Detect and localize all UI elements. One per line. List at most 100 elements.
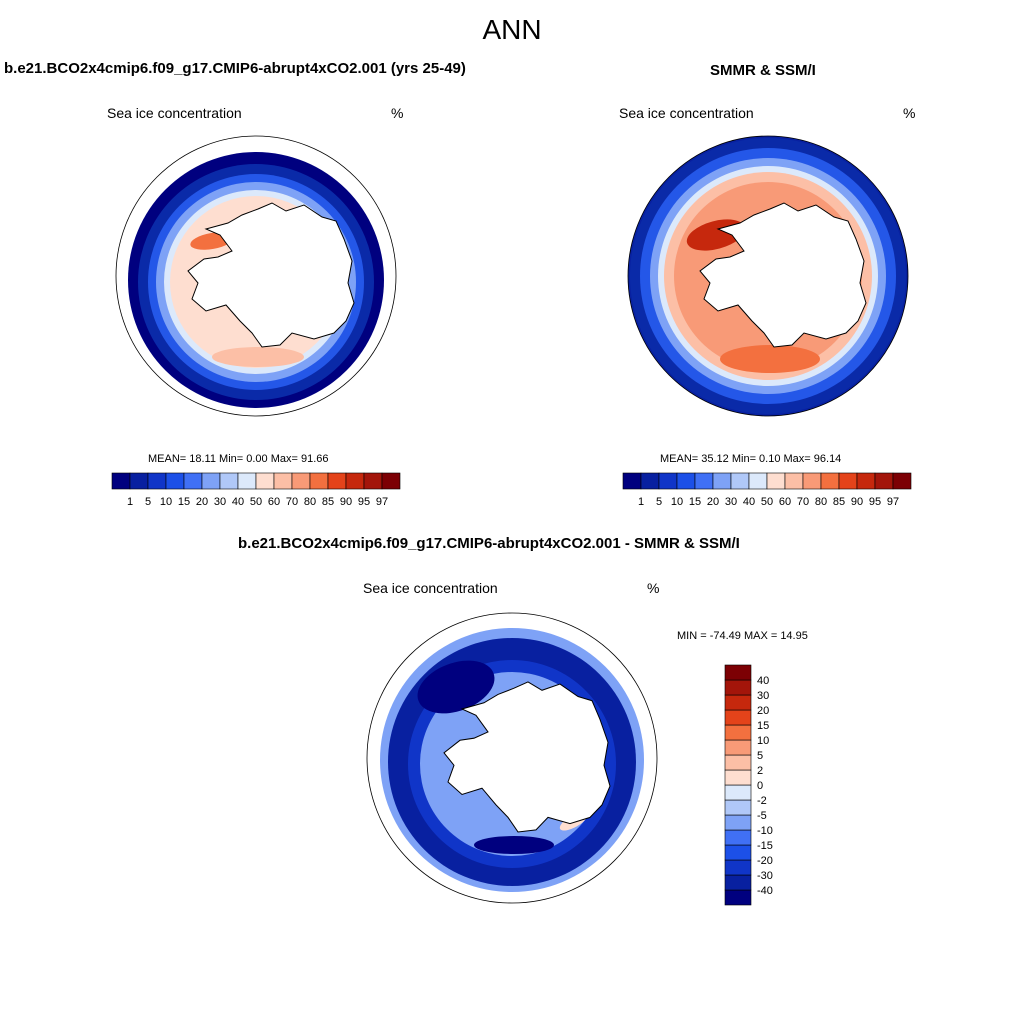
panel-model-units-label: % <box>391 105 404 121</box>
colorbar-tick-label: 85 <box>833 496 845 508</box>
colorbar-tick-label: 50 <box>250 496 262 508</box>
colorbar-swatch <box>147 472 167 490</box>
colorbar-tick-label: 15 <box>689 496 701 508</box>
colorbar-swatch <box>724 769 752 786</box>
panel-obs-variable-label: Sea ice concentration <box>619 105 754 121</box>
colorbar-tick-label: 1 <box>638 496 644 508</box>
colorbar-swatch <box>820 472 840 490</box>
panel-obs-title: SMMR & SSM/I <box>710 62 816 79</box>
colorbar-swatch <box>724 664 752 681</box>
map-boundary-circle <box>115 135 397 417</box>
colorbar-swatch <box>165 472 185 490</box>
panel-model-title: b.e21.BCO2x4cmip6.f09_g17.CMIP6-abrupt4x… <box>4 60 466 77</box>
colorbar-swatch <box>724 754 752 771</box>
colorbar-tick-label: 85 <box>322 496 334 508</box>
panel-obs-map <box>627 135 909 417</box>
colorbar-tick-label: 2 <box>757 765 763 777</box>
panel-model-variable-label: Sea ice concentration <box>107 105 242 121</box>
panel-diff-map <box>366 612 658 904</box>
colorbar-tick-label: 10 <box>160 496 172 508</box>
colorbar-tick-label: 15 <box>178 496 190 508</box>
colorbar-swatch <box>712 472 732 490</box>
panel-diff-units-label: % <box>647 580 660 596</box>
colorbar-tick-label: 30 <box>214 496 226 508</box>
colorbar-tick-label: 60 <box>268 496 280 508</box>
panel-obs-stats: MEAN= 35.12 Min= 0.10 Max= 96.14 <box>660 453 842 465</box>
colorbar-tick-label: 20 <box>196 496 208 508</box>
colorbar-swatch <box>730 472 750 490</box>
colorbar-tick-label: 30 <box>725 496 737 508</box>
colorbar-swatch <box>219 472 239 490</box>
colorbar-swatch <box>129 472 149 490</box>
colorbar-swatch <box>784 472 804 490</box>
colorbar-swatch <box>237 472 257 490</box>
panel-diff-title: b.e21.BCO2x4cmip6.f09_g17.CMIP6-abrupt4x… <box>238 535 740 552</box>
colorbar-swatch <box>724 829 752 846</box>
colorbar-swatch <box>724 709 752 726</box>
colorbar-swatch <box>724 799 752 816</box>
colorbar-swatch <box>658 472 678 490</box>
panel-model-colorbar: 1 5 10 15 20 30 40 50 60 70 80 85 90 95 97 <box>111 472 401 508</box>
colorbar-swatch <box>874 472 894 490</box>
colorbar-tick-label: -15 <box>757 840 773 852</box>
colorbar-tick-label: -10 <box>757 825 773 837</box>
colorbar-swatch <box>724 844 752 861</box>
colorbar-tick-label: -2 <box>757 795 767 807</box>
colorbar-tick-label: 40 <box>743 496 755 508</box>
colorbar-tick-label: 20 <box>757 705 769 717</box>
colorbar-swatch <box>802 472 822 490</box>
colorbar-tick-label: 40 <box>232 496 244 508</box>
colorbar-swatch <box>724 784 752 801</box>
ice-anomaly-patch <box>720 345 820 373</box>
colorbar-tick-label: 5 <box>757 750 763 762</box>
colorbar-swatch <box>724 679 752 696</box>
ice-anomaly-patch <box>212 347 304 367</box>
colorbar-swatch <box>724 739 752 756</box>
colorbar-tick-label: 10 <box>757 735 769 747</box>
colorbar-tick-label: 90 <box>340 496 352 508</box>
colorbar-tick-label: 97 <box>376 496 388 508</box>
colorbar-swatch <box>111 472 131 490</box>
colorbar-swatch <box>273 472 293 490</box>
colorbar-swatch <box>255 472 275 490</box>
panel-model-stats: MEAN= 18.11 Min= 0.00 Max= 91.66 <box>148 453 329 465</box>
map-boundary-circle <box>627 135 909 417</box>
colorbar-tick-label: 97 <box>887 496 899 508</box>
panel-obs-colorbar: 1 5 10 15 20 30 40 50 60 70 80 85 90 95 97 <box>622 472 912 508</box>
colorbar-tick-label: -30 <box>757 870 773 882</box>
colorbar-tick-label: 80 <box>815 496 827 508</box>
figure-title: ANN <box>482 14 542 45</box>
colorbar-tick-label: -20 <box>757 855 773 867</box>
colorbar-tick-label: 40 <box>757 675 769 687</box>
colorbar-swatch <box>183 472 203 490</box>
colorbar-tick-label: 10 <box>671 496 683 508</box>
colorbar-swatch <box>345 472 365 490</box>
colorbar-tick-label: 95 <box>869 496 881 508</box>
colorbar-swatch <box>622 472 642 490</box>
colorbar-tick-label: -5 <box>757 810 767 822</box>
colorbar-swatch <box>291 472 311 490</box>
colorbar-tick-label: 0 <box>757 780 763 792</box>
colorbar-tick-label: 1 <box>127 496 133 508</box>
colorbar-tick-label: 90 <box>851 496 863 508</box>
colorbar-tick-label: 5 <box>656 496 662 508</box>
colorbar-swatch <box>640 472 660 490</box>
colorbar-swatch <box>327 472 347 490</box>
colorbar-swatch <box>309 472 329 490</box>
panel-obs-units-label: % <box>903 105 916 121</box>
colorbar-swatch <box>724 694 752 711</box>
colorbar-tick-label: 30 <box>757 690 769 702</box>
colorbar-tick-label: 5 <box>145 496 151 508</box>
colorbar-swatch <box>201 472 221 490</box>
colorbar-swatch <box>856 472 876 490</box>
colorbar-swatch <box>748 472 768 490</box>
colorbar-swatch <box>363 472 383 490</box>
colorbar-swatch <box>724 724 752 741</box>
panel-model-map <box>115 135 397 417</box>
map-boundary-circle <box>366 612 658 904</box>
colorbar-swatch <box>766 472 786 490</box>
colorbar-tick-label: 95 <box>358 496 370 508</box>
colorbar-tick-label: 60 <box>779 496 791 508</box>
colorbar-swatch <box>676 472 696 490</box>
